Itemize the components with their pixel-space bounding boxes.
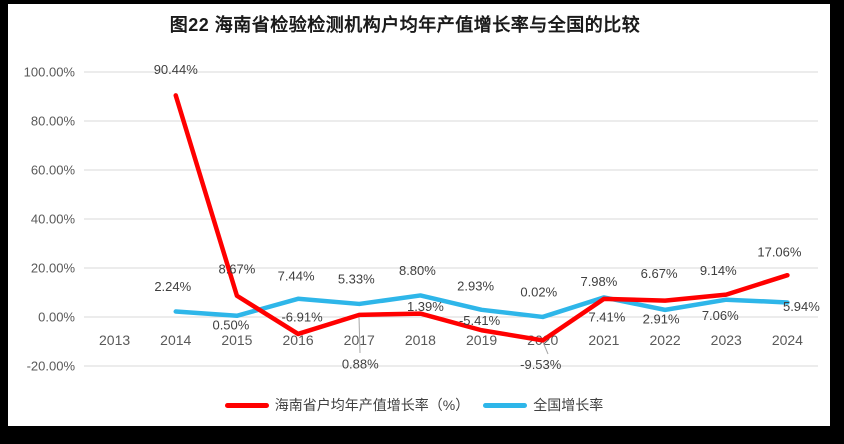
x-axis-tick-label: 2024 (772, 332, 803, 348)
national-data-label: 2.24% (154, 279, 191, 294)
chart-title: 图22 海南省检验检测机构户均年产值增长率与全国的比较 (169, 15, 641, 35)
national-data-label: 2.93% (457, 278, 494, 293)
y-axis-tick-label: -20.00% (27, 359, 76, 374)
hainan-data-label: 9.14% (700, 263, 737, 278)
national-series-line (173, 293, 790, 320)
x-axis-tick-label: 2016 (283, 332, 314, 348)
x-axis-tick-label: 2021 (588, 332, 619, 348)
hainan-series-line (173, 93, 790, 343)
hainan-data-label: 90.44% (154, 62, 199, 77)
hainan-data-label: -5.41% (459, 313, 501, 328)
x-axis-tick-label: 2022 (650, 332, 681, 348)
hainan-series-label: 海南省户均年产值增长率（%） (274, 397, 470, 413)
legend-item-national: 全国增长率 (483, 395, 603, 415)
chart-legend: 海南省户均年产值增长率（%） 全国增长率 (8, 394, 820, 416)
hainan-data-label: 17.06% (757, 245, 802, 260)
national-series-label: 全国增长率 (533, 397, 604, 413)
hainan-data-label: -9.53% (520, 357, 562, 372)
national-data-label: 2.91% (643, 311, 680, 326)
national-data-label: 5.94% (783, 299, 820, 314)
hainan-data-label: 7.41% (588, 309, 625, 324)
national-data-label: 0.02% (520, 284, 557, 299)
national-data-label: 7.98% (580, 274, 617, 289)
hainan-data-label: -6.91% (281, 309, 323, 324)
national-data-label: 7.44% (278, 268, 315, 283)
data-label-leader-line (542, 341, 549, 355)
y-axis-tick-label: 0.00% (38, 310, 75, 325)
x-axis-tick-label: 2014 (160, 332, 191, 348)
national-data-label: 5.33% (338, 271, 375, 286)
hainan-data-label: 1.39% (407, 299, 444, 314)
x-axis-tick-label: 2015 (221, 332, 252, 348)
legend-item-hainan: 海南省户均年产值增长率（%） (224, 395, 470, 415)
x-axis-tick-label: 2013 (99, 332, 130, 348)
x-axis-tick-label: 2023 (711, 332, 742, 348)
hainan-data-label: 8.67% (218, 261, 255, 276)
y-axis-tick-label: 60.00% (31, 163, 76, 178)
national-data-label: 7.06% (702, 308, 739, 323)
hainan-series-swatch (224, 402, 269, 408)
y-axis-tick-label: 20.00% (31, 261, 76, 276)
data-label-leader-line (358, 316, 361, 354)
national-data-label: 0.50% (212, 317, 249, 332)
chart-background (8, 4, 830, 426)
hainan-data-label: 6.67% (641, 266, 678, 281)
national-series-swatch (483, 402, 528, 408)
x-axis-tick-label: 2019 (466, 332, 497, 348)
y-axis-tick-label: 40.00% (31, 212, 76, 227)
y-axis-tick-label: 100.00% (24, 65, 76, 80)
x-axis-tick-label: 2018 (405, 332, 436, 348)
hainan-data-label: 0.88% (342, 356, 379, 371)
y-axis-tick-label: 80.00% (31, 114, 76, 129)
national-data-label: 8.80% (399, 263, 436, 278)
